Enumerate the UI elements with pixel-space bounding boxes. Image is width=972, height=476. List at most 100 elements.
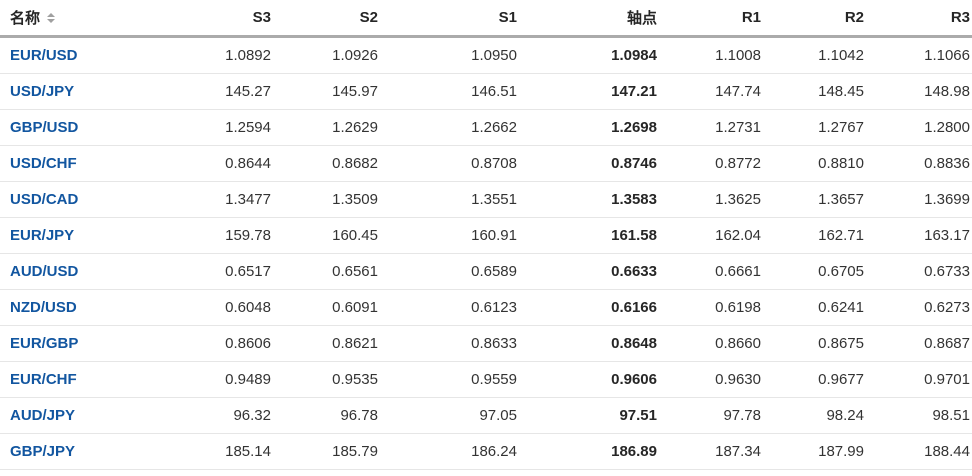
table-row: EUR/USD 1.0892 1.0926 1.0950 1.0984 1.1008 1.1… <box>0 36 972 74</box>
cell-s3: 0.8644 <box>166 145 273 182</box>
column-header-s2: S2 <box>273 0 380 38</box>
cell-r1: 1.1008 <box>659 36 763 74</box>
column-header-label: S3 <box>252 9 271 26</box>
cell-s2: 0.8682 <box>273 145 380 182</box>
cell-r3: 188.44 <box>866 433 972 470</box>
cell-pivot: 186.89 <box>519 433 659 470</box>
cell-s3: 0.6517 <box>166 253 273 290</box>
cell-s3: 159.78 <box>166 217 273 254</box>
cell-name: GBP/JPY <box>0 433 166 470</box>
cell-name: NZD/USD <box>0 289 166 326</box>
table-row: AUD/JPY 96.32 96.78 97.05 97.51 97.78 98.24 98.… <box>0 397 972 434</box>
cell-s2: 0.8621 <box>273 325 380 362</box>
pair-link[interactable]: EUR/USD <box>10 47 78 64</box>
column-header-pivot: 轴点 <box>519 0 659 38</box>
cell-r3: 0.6273 <box>866 289 972 326</box>
cell-r3: 0.8687 <box>866 325 972 362</box>
cell-pivot: 0.9606 <box>519 361 659 398</box>
cell-s2: 1.2629 <box>273 109 380 146</box>
cell-pivot: 1.3583 <box>519 181 659 218</box>
cell-pivot: 147.21 <box>519 73 659 110</box>
cell-s2: 0.6561 <box>273 253 380 290</box>
cell-s2: 160.45 <box>273 217 380 254</box>
table-row: USD/JPY 145.27 145.97 146.51 147.21 147.74 148… <box>0 73 972 110</box>
cell-r2: 162.71 <box>763 217 866 254</box>
pair-link[interactable]: AUD/USD <box>10 263 79 280</box>
column-header-r2: R2 <box>763 0 866 38</box>
cell-r3: 98.51 <box>866 397 972 434</box>
cell-r2: 1.1042 <box>763 36 866 74</box>
cell-pivot: 97.51 <box>519 397 659 434</box>
pair-link[interactable]: USD/CHF <box>10 155 77 172</box>
cell-r1: 0.8660 <box>659 325 763 362</box>
cell-s3: 0.9489 <box>166 361 273 398</box>
cell-s1: 186.24 <box>380 433 519 470</box>
cell-name: USD/JPY <box>0 73 166 110</box>
table-row: EUR/CHF 0.9489 0.9535 0.9559 0.9606 0.9630 0.9… <box>0 361 972 398</box>
cell-name: USD/CAD <box>0 181 166 218</box>
header-row: 名称 S3 S2 S1 轴点 R1 R2 R3 <box>0 0 972 38</box>
cell-pivot: 0.6633 <box>519 253 659 290</box>
cell-r3: 1.1066 <box>866 36 972 74</box>
cell-s1: 0.6123 <box>380 289 519 326</box>
pair-link[interactable]: GBP/USD <box>10 119 79 136</box>
cell-name: GBP/USD <box>0 109 166 146</box>
table-row: USD/CAD 1.3477 1.3509 1.3551 1.3583 1.3625 1.3… <box>0 181 972 218</box>
pair-link[interactable]: NZD/USD <box>10 299 77 316</box>
cell-r2: 1.3657 <box>763 181 866 218</box>
cell-s1: 0.8708 <box>380 145 519 182</box>
cell-s2: 0.6091 <box>273 289 380 326</box>
cell-s2: 145.97 <box>273 73 380 110</box>
cell-s1: 0.9559 <box>380 361 519 398</box>
cell-r1: 0.8772 <box>659 145 763 182</box>
pair-link[interactable]: EUR/CHF <box>10 371 77 388</box>
cell-pivot: 0.8746 <box>519 145 659 182</box>
cell-s2: 185.79 <box>273 433 380 470</box>
pair-link[interactable]: GBP/JPY <box>10 443 76 460</box>
cell-r3: 1.3699 <box>866 181 972 218</box>
table-row: NZD/USD 0.6048 0.6091 0.6123 0.6166 0.6198 0.6… <box>0 289 972 326</box>
cell-s2: 1.3509 <box>273 181 380 218</box>
sort-icon[interactable] <box>47 13 56 24</box>
pair-link[interactable]: EUR/JPY <box>10 227 75 244</box>
cell-name: EUR/USD <box>0 36 166 74</box>
cell-r1: 1.2731 <box>659 109 763 146</box>
cell-s1: 1.0950 <box>380 36 519 74</box>
column-header-r1: R1 <box>659 0 763 38</box>
cell-pivot: 0.6166 <box>519 289 659 326</box>
cell-r3: 163.17 <box>866 217 972 254</box>
cell-s2: 1.0926 <box>273 36 380 74</box>
cell-s1: 146.51 <box>380 73 519 110</box>
pair-link[interactable]: USD/JPY <box>10 83 75 100</box>
pair-link[interactable]: USD/CAD <box>10 191 79 208</box>
cell-r1: 0.9630 <box>659 361 763 398</box>
column-header-r3: R3 <box>866 0 972 38</box>
cell-s3: 0.6048 <box>166 289 273 326</box>
cell-r2: 98.24 <box>763 397 866 434</box>
cell-name: AUD/USD <box>0 253 166 290</box>
column-header-name[interactable]: 名称 <box>0 0 166 38</box>
cell-pivot: 161.58 <box>519 217 659 254</box>
cell-r3: 0.9701 <box>866 361 972 398</box>
cell-s1: 0.8633 <box>380 325 519 362</box>
pair-link[interactable]: EUR/GBP <box>10 335 79 352</box>
cell-s1: 1.2662 <box>380 109 519 146</box>
cell-name: EUR/JPY <box>0 217 166 254</box>
cell-name: EUR/CHF <box>0 361 166 398</box>
pair-link[interactable]: AUD/JPY <box>10 407 76 424</box>
cell-r3: 0.8836 <box>866 145 972 182</box>
table-row: AUD/USD 0.6517 0.6561 0.6589 0.6633 0.6661 0.6… <box>0 253 972 290</box>
cell-s3: 0.8606 <box>166 325 273 362</box>
cell-r1: 97.78 <box>659 397 763 434</box>
cell-s3: 1.0892 <box>166 36 273 74</box>
column-header-s3: S3 <box>166 0 273 38</box>
cell-s1: 160.91 <box>380 217 519 254</box>
column-header-s1: S1 <box>380 0 519 38</box>
cell-r3: 1.2800 <box>866 109 972 146</box>
cell-s3: 1.2594 <box>166 109 273 146</box>
cell-name: EUR/GBP <box>0 325 166 362</box>
column-header-label: S1 <box>498 9 517 26</box>
cell-r2: 0.8810 <box>763 145 866 182</box>
